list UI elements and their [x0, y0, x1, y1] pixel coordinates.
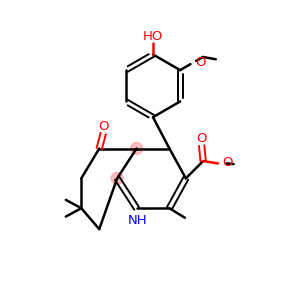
Text: O: O — [222, 156, 233, 169]
Text: O: O — [99, 120, 109, 133]
Text: O: O — [196, 132, 207, 145]
Circle shape — [111, 172, 123, 184]
Text: HO: HO — [143, 30, 163, 43]
Text: NH: NH — [128, 214, 148, 227]
Text: O: O — [196, 56, 206, 69]
Circle shape — [130, 142, 142, 154]
